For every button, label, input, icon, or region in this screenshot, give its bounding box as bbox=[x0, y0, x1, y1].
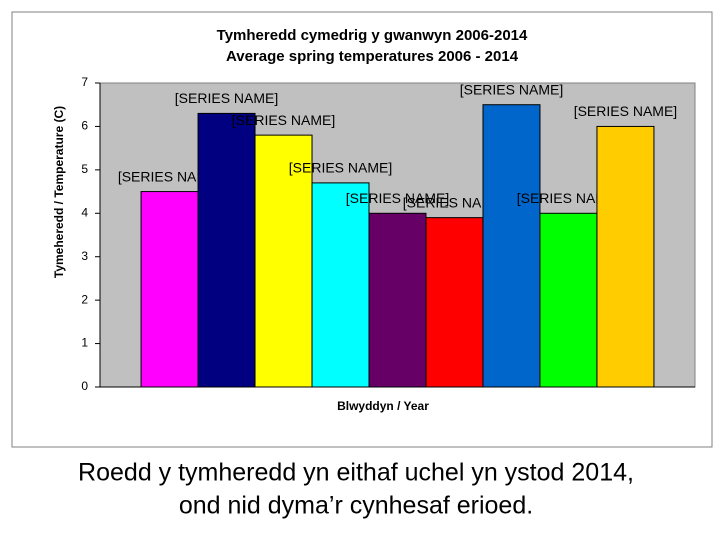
data-label: [SERIES NAME] bbox=[574, 103, 677, 119]
y-tick-label: 7 bbox=[81, 75, 88, 89]
y-axis-label: Tymeheredd / Temperature (C) bbox=[52, 106, 66, 278]
data-label: [SERIES NAME] bbox=[346, 190, 449, 206]
data-label: [SERIES NAME] bbox=[175, 90, 278, 106]
bar bbox=[482, 104, 541, 388]
data-label: [SERIES NAME] bbox=[232, 112, 335, 128]
data-label: [SERIES NAME] bbox=[517, 190, 620, 206]
y-tick-label: 2 bbox=[81, 292, 88, 306]
data-label: [SERIES NAME] bbox=[403, 194, 506, 210]
y-tick-label: 1 bbox=[81, 336, 88, 350]
y-tick-label: 0 bbox=[81, 379, 88, 393]
chart-title: Tymheredd cymedrig y gwanwyn 2006-2014 bbox=[217, 27, 528, 44]
chart-subtitle: Average spring temperatures 2006 - 2014 bbox=[226, 48, 519, 65]
data-label: [SERIES NAME] bbox=[289, 160, 392, 176]
y-tick-label: 3 bbox=[81, 249, 88, 263]
data-label: [SERIES NAME] bbox=[118, 168, 221, 184]
bar bbox=[140, 191, 199, 388]
bar bbox=[425, 217, 484, 388]
caption: Roedd y tymheredd yn eithaf uchel yn yst… bbox=[78, 459, 634, 487]
data-label: [SERIES NAME] bbox=[460, 81, 563, 97]
y-tick-label: 6 bbox=[81, 119, 88, 133]
caption: ond nid dyma’r cynhesaf erioed. bbox=[179, 492, 533, 520]
bar bbox=[539, 212, 598, 388]
bar bbox=[311, 182, 370, 388]
bar bbox=[254, 134, 313, 388]
x-axis-label: Blwyddyn / Year bbox=[337, 399, 429, 413]
bar bbox=[197, 112, 256, 388]
bar bbox=[596, 125, 655, 388]
bar bbox=[368, 212, 427, 388]
y-tick-label: 5 bbox=[81, 162, 88, 176]
y-tick-label: 4 bbox=[81, 205, 88, 219]
